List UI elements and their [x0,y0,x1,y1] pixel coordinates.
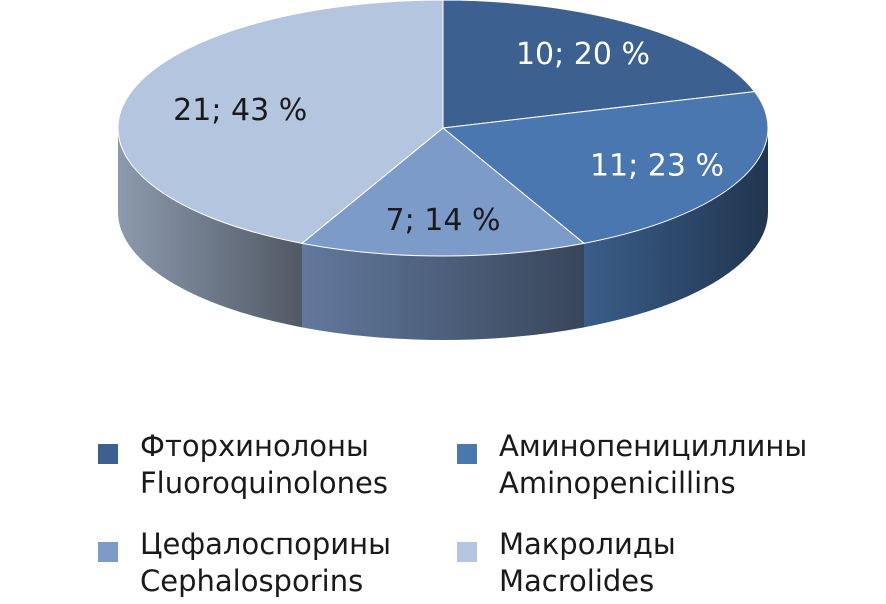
legend-label-ru: Аминопенициллины [499,429,808,463]
legend-swatch-aminopenicillins [457,444,477,464]
pie-slice-fluoroquinolones [442,0,756,129]
pie-slice-cephalosporins [300,127,586,257]
pie-chart: 10; 20 % 11; 23 % 7; 14 % 21; 43 % [117,0,769,340]
legend-label-en: Cephalosporins [140,564,364,598]
legend-label-en: Fluoroquinolones [140,466,388,500]
legend-item-cephalosporins: Цефалоспорины Cephalosporins [98,526,391,600]
pie-slice-macrolides [117,0,444,244]
legend-item-macrolides: Макролиды Macrolides [457,526,676,600]
legend-label-en: Macrolides [499,564,655,598]
legend-label-ru: Фторхинолоны [140,429,369,463]
pie-side-macrolides [118,128,302,328]
data-label-aminopenicillins: 11; 23 % [590,148,724,183]
legend-swatch-cephalosporins [98,542,118,562]
pie-slice-aminopenicillins [441,91,769,244]
legend: Фторхинолоны Fluoroquinolones Аминопениц… [0,420,886,604]
pie-labels: 10; 20 % 11; 23 % 7; 14 % 21; 43 % [173,37,724,238]
pie-sides [118,128,768,340]
pie-slices [117,0,769,257]
pie-side-cephalosporins [301,243,585,340]
data-label-cephalosporins: 7; 14 % [386,203,501,238]
data-label-fluoroquinolones: 10; 20 % [516,37,650,72]
legend-item-fluoroquinolones: Фторхинолоны Fluoroquinolones [98,428,388,502]
legend-swatch-macrolides [457,542,477,562]
data-label-macrolides: 21; 43 % [173,93,307,128]
legend-swatch-fluoroquinolones [98,444,118,464]
legend-label-ru: Цефалоспорины [140,527,391,561]
legend-label-en: Aminopenicillins [499,466,736,500]
legend-item-aminopenicillins: Аминопенициллины Aminopenicillins [457,428,807,502]
legend-label-ru: Макролиды [499,527,676,561]
pie-side-aminopenicillins [584,128,768,328]
